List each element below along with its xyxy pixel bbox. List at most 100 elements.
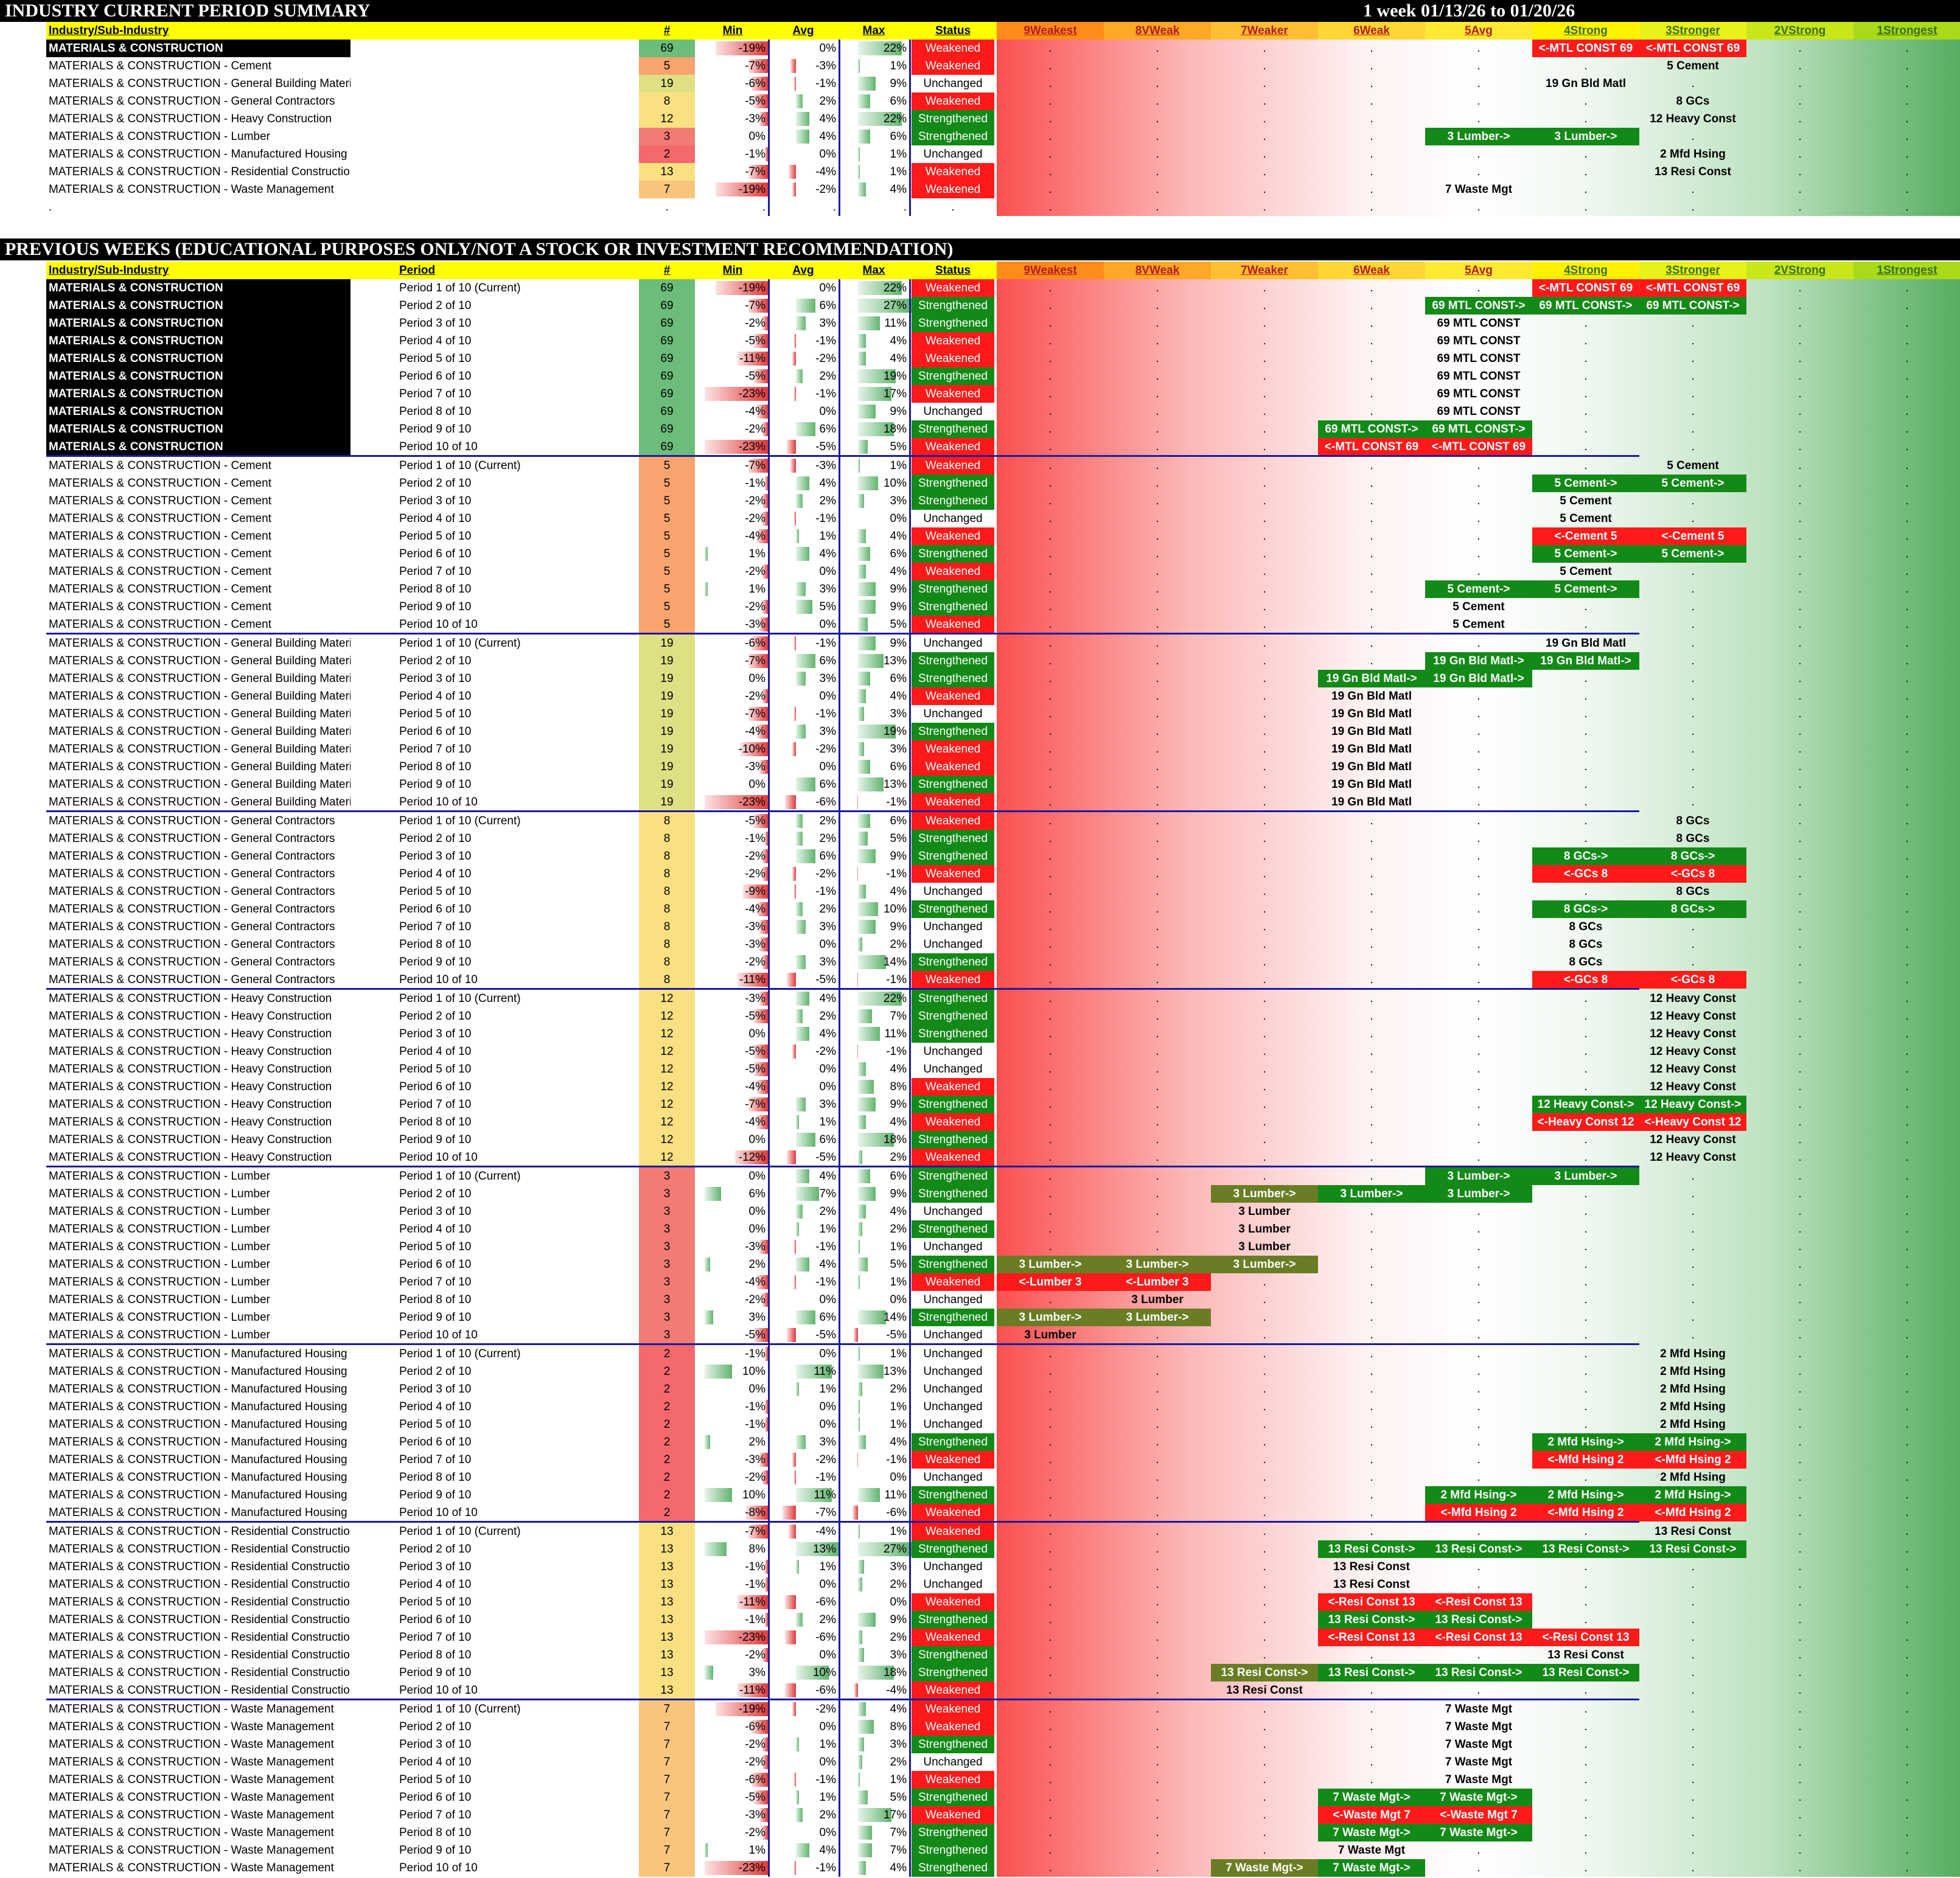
rank-placeholder: .	[1798, 1329, 1802, 1341]
rank-placeholder: .	[1263, 1028, 1266, 1040]
period-label: Period 6 of 10	[399, 1258, 472, 1271]
rank-placeholder: .	[1798, 1205, 1802, 1218]
rank-placeholder: .	[1048, 1738, 1052, 1751]
rank-placeholder: .	[1584, 95, 1588, 108]
min-value: 0%	[748, 778, 766, 791]
avg-bar	[796, 1009, 803, 1023]
avg-value: -2%	[815, 868, 836, 880]
max-bar	[858, 77, 876, 91]
max-bar	[858, 654, 884, 668]
rank-placeholder: .	[1477, 760, 1480, 773]
rank-chip: 8 GCs->	[1532, 847, 1639, 865]
avg-value: 2%	[819, 370, 836, 383]
rank-placeholder: .	[1477, 1578, 1480, 1591]
rank-placeholder: .	[1156, 512, 1159, 525]
rank-placeholder: .	[1370, 477, 1373, 490]
table-row: MATERIALS & CONSTRUCTION - Lumber Period …	[0, 1203, 1960, 1220]
min-bar	[705, 387, 768, 401]
avg-bar	[792, 1702, 796, 1716]
rank-placeholder: .	[1477, 1560, 1480, 1573]
rank-chip: 7 Waste Mgt	[1445, 1738, 1513, 1751]
rank-placeholder: .	[1263, 903, 1266, 916]
max-bar	[858, 1826, 872, 1840]
table-row: MATERIALS & CONSTRUCTION Period 7 of 10 69…	[0, 385, 1960, 403]
avg-bar	[786, 440, 796, 454]
rank-placeholder: .	[1156, 618, 1159, 631]
min-bar	[705, 440, 768, 454]
max-value: 9%	[890, 1613, 907, 1626]
rank-placeholder: .	[1905, 1311, 1909, 1324]
status-badge: Weakened	[912, 971, 994, 989]
header-min: Min	[722, 264, 743, 277]
industry-name: MATERIALS & CONSTRUCTION - Heavy Constru…	[49, 1151, 332, 1164]
rank-placeholder: .	[1584, 1223, 1588, 1236]
industry-name: MATERIALS & CONSTRUCTION - Cement	[49, 459, 271, 472]
rank-placeholder: .	[1691, 778, 1695, 791]
rank-placeholder: .	[1798, 1098, 1802, 1111]
min-value: -7%	[745, 708, 766, 720]
rank-placeholder: .	[1477, 477, 1480, 490]
rank-chip: <-Mfd Hsing 2	[1639, 1451, 1746, 1469]
period-label: Period 8 of 10	[399, 1649, 472, 1661]
rank-placeholder: .	[1584, 1133, 1588, 1146]
group-divider	[46, 455, 1639, 457]
period-label: Period 7 of 10	[399, 1098, 472, 1111]
rank-placeholder: .	[1798, 1578, 1802, 1591]
column-header-row: Industry/Sub-Industry # Min Avg Max Status 9We…	[0, 22, 1960, 40]
header-count: #	[663, 264, 671, 277]
rank-placeholder: .	[1584, 60, 1588, 72]
rank-placeholder: .	[1156, 1543, 1159, 1556]
rank-placeholder: .	[1477, 530, 1480, 543]
rank-chip: 12 Heavy Const	[1650, 992, 1736, 1005]
table-row: MATERIALS & CONSTRUCTION - Cement 5 -7% -3%…	[0, 57, 1960, 75]
table-row: MATERIALS & CONSTRUCTION - General Build…	[0, 723, 1960, 740]
rank-placeholder: .	[1156, 815, 1159, 827]
rank-placeholder: .	[1156, 459, 1159, 472]
rank-placeholder: .	[1048, 440, 1052, 453]
industry-name: MATERIALS & CONSTRUCTION	[46, 385, 350, 403]
count-cell: 5	[639, 57, 695, 75]
rank-placeholder: .	[1905, 405, 1909, 418]
rank-placeholder: .	[1048, 1613, 1052, 1626]
header-industry: Industry/Sub-Industry	[49, 264, 169, 277]
rank-placeholder: .	[1370, 370, 1373, 383]
max-value: 9%	[890, 850, 907, 863]
rank-placeholder: .	[1905, 973, 1909, 986]
max-bar	[858, 1062, 867, 1076]
status-badge: .	[912, 198, 994, 216]
rank-placeholder: .	[1048, 992, 1052, 1005]
count-cell: 13	[639, 1629, 695, 1646]
rank-placeholder: .	[1905, 1329, 1909, 1341]
count-cell: 12	[639, 1043, 695, 1060]
period-label: Period 8 of 10	[399, 760, 472, 773]
max-value: 14%	[883, 956, 907, 969]
status-badge: Strengthened	[912, 297, 994, 315]
rank-placeholder: .	[1156, 1188, 1159, 1200]
count-cell: 3	[639, 1220, 695, 1238]
status-badge: Strengthened	[912, 1664, 994, 1682]
table-row: MATERIALS & CONSTRUCTION - Residential C…	[0, 163, 1960, 181]
rank-placeholder: .	[1263, 335, 1266, 347]
industry-name: MATERIALS & CONSTRUCTION - Cement	[49, 60, 271, 72]
status-badge: Strengthened	[912, 492, 994, 510]
rank-placeholder: .	[1048, 1506, 1052, 1519]
rank-placeholder: .	[1905, 1080, 1909, 1093]
rank-placeholder: .	[1798, 618, 1802, 631]
rank-placeholder: .	[1048, 1045, 1052, 1058]
table-row: MATERIALS & CONSTRUCTION - Waste Managem…	[0, 1700, 1960, 1718]
status-badge: Strengthened	[912, 545, 994, 563]
table-row: MATERIALS & CONSTRUCTION - Residential C…	[0, 1523, 1960, 1540]
rank-placeholder: .	[1691, 440, 1695, 453]
period-label: Period 6 of 10	[399, 1080, 472, 1093]
rank-chip: 12 Heavy Const	[1650, 1063, 1736, 1076]
rank-placeholder: .	[1477, 850, 1480, 863]
min-bar	[754, 1045, 768, 1059]
rank-placeholder: .	[1584, 113, 1588, 125]
rank-placeholder: .	[1905, 201, 1909, 214]
rank-chip: 5 Cement	[1667, 459, 1719, 472]
industry-name: MATERIALS & CONSTRUCTION - Waste Managem…	[49, 1773, 334, 1786]
min-bar	[705, 1187, 722, 1201]
rank-placeholder: .	[1048, 600, 1052, 613]
table-row: MATERIALS & CONSTRUCTION - Cement Period …	[0, 545, 1960, 563]
avg-bar	[796, 1205, 803, 1219]
